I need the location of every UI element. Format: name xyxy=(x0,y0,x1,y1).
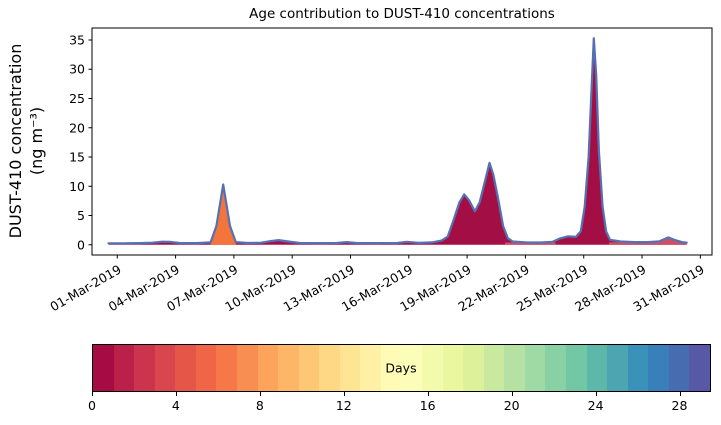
colorbar xyxy=(92,344,711,392)
colorbar-segment xyxy=(339,345,361,391)
edge-line xyxy=(107,37,688,245)
colorbar-segment xyxy=(689,345,710,391)
colorbar-segment xyxy=(668,345,690,391)
colorbar-segment xyxy=(257,345,279,391)
plot-area: 0510152025303501-Mar-201904-Mar-201907-M… xyxy=(47,27,713,314)
y-tick-label: 30 xyxy=(69,62,85,77)
y-tick-label: 20 xyxy=(69,120,85,135)
colorbar-segment xyxy=(463,345,484,391)
colorbar-segment xyxy=(422,345,443,391)
colorbar-segment xyxy=(565,345,587,391)
colorbar-segment xyxy=(524,345,546,391)
y-tick-label: 0 xyxy=(77,237,85,252)
colorbar-tick xyxy=(679,392,681,396)
chart-title: Age contribution to DUST-410 concentrati… xyxy=(249,6,555,22)
y-tick-label: 15 xyxy=(69,150,85,165)
colorbar-segment xyxy=(360,345,381,391)
colorbar-segment xyxy=(380,345,402,391)
y-tick-label: 5 xyxy=(77,208,85,223)
colorbar-tick xyxy=(259,392,261,396)
colorbar-segment xyxy=(113,345,135,391)
colorbar-tick xyxy=(343,392,345,396)
colorbar-tick-label: 4 xyxy=(171,398,180,413)
colorbar-tick xyxy=(511,392,513,396)
colorbar-segment xyxy=(134,345,155,391)
colorbar-segment xyxy=(154,345,176,391)
colorbar-segment xyxy=(319,345,340,391)
colorbar-segment xyxy=(586,345,608,391)
colorbar-tick xyxy=(175,392,177,396)
colorbar-segment xyxy=(93,345,114,391)
colorbar-segment xyxy=(401,345,422,391)
colorbar-segment xyxy=(195,345,217,391)
colorbar-segment xyxy=(278,345,299,391)
colorbar-tick-label: 12 xyxy=(335,398,352,413)
y-tick-label: 10 xyxy=(69,179,85,194)
y-tick-label: 25 xyxy=(69,91,85,106)
colorbar-tick-label: 0 xyxy=(88,398,96,413)
colorbar-tick-label: 28 xyxy=(671,398,688,413)
area-pink-strip xyxy=(609,242,660,245)
colorbar-segment xyxy=(545,345,566,391)
colorbar-segment xyxy=(483,345,505,391)
colorbar-tick xyxy=(427,392,429,396)
colorbar-segment xyxy=(175,345,196,391)
colorbar-tick-label: 20 xyxy=(503,398,520,413)
area-total xyxy=(108,38,687,245)
colorbar-tick-label: 8 xyxy=(255,398,264,413)
colorbar-tick-label: 24 xyxy=(587,398,604,413)
colorbar-tick-label: 16 xyxy=(419,398,436,413)
colorbar-segment xyxy=(627,345,649,391)
colorbar-tick xyxy=(92,392,93,396)
colorbar-label: Days xyxy=(385,360,417,376)
axes-frame xyxy=(91,27,713,256)
colorbar-segment xyxy=(298,345,320,391)
area-pink-strip xyxy=(505,242,556,245)
area-orange-peak xyxy=(210,184,236,245)
colorbar-segment xyxy=(236,345,258,391)
colorbar-segment xyxy=(442,345,464,391)
colorbar-segment xyxy=(504,345,525,391)
colorbar-tick xyxy=(595,392,597,396)
colorbar-segment xyxy=(216,345,237,391)
colorbar-segment xyxy=(648,345,669,391)
y-tick-label: 35 xyxy=(69,32,85,47)
colorbar-segment xyxy=(607,345,628,391)
